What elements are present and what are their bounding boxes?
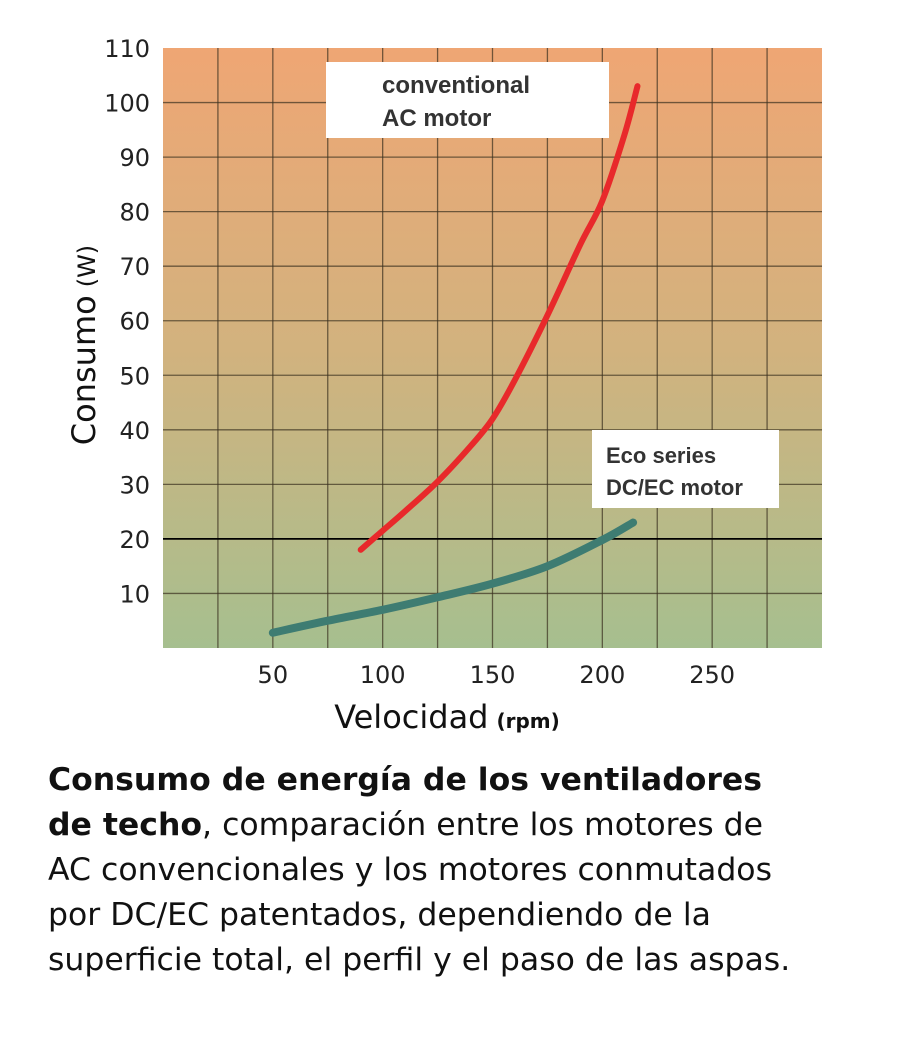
series-line-ac-motor: [357, 83, 641, 553]
caption-title-2: de techo: [48, 807, 203, 843]
y-axis-unit: (W): [73, 245, 101, 287]
y-axis-title: Consumo: [65, 295, 103, 445]
y-tick-label: 70: [119, 253, 150, 281]
y-tick-label: 30: [119, 471, 150, 499]
x-tick-label: 150: [470, 661, 516, 689]
legend-label-ac: conventional AC motor: [326, 62, 609, 138]
caption-text-5: superficie total, el perfil y el paso de…: [48, 942, 791, 978]
x-tick-label: 200: [579, 661, 625, 689]
x-tick-label: 250: [689, 661, 735, 689]
legend-ac-line2: AC motor: [382, 105, 491, 132]
caption-text-2: , comparación entre los motores de: [202, 807, 764, 843]
y-tick-label: 50: [119, 362, 150, 390]
y-tick-label: 40: [119, 417, 150, 445]
x-axis-unit: (rpm): [496, 709, 559, 733]
grid: [163, 48, 822, 648]
caption: Consumo de energía de los ventiladores d…: [48, 758, 790, 983]
caption-text-4: por DC/EC patentados, dependiendo de la: [48, 897, 711, 933]
y-tick-label: 10: [119, 580, 150, 608]
series-lines: [268, 83, 641, 637]
legend-label-dc: Eco series DC/EC motor: [592, 430, 779, 508]
x-tick-label: 50: [258, 661, 289, 689]
x-axis: 50 100 150 200 250: [258, 661, 736, 689]
x-axis-title: Velocidad: [334, 698, 488, 736]
x-tick-label: 100: [360, 661, 406, 689]
legend-dc-line2: DC/EC motor: [606, 475, 743, 500]
caption-text-3: AC convencionales y los motores conmutad…: [48, 852, 772, 888]
caption-title-1: Consumo de energía de los ventiladores: [48, 762, 763, 798]
y-axis-label: Consumo (W): [65, 245, 103, 445]
y-tick-label: 100: [104, 90, 150, 118]
y-tick-label: 90: [119, 144, 150, 172]
legend-dc-line1: Eco series: [606, 443, 716, 468]
y-tick-label: 110: [104, 35, 150, 63]
legend-ac-line1: conventional: [382, 72, 530, 99]
y-axis: 10 20 30 40 50 60 70 80 90 100 110: [104, 35, 150, 608]
y-tick-label: 20: [119, 526, 150, 554]
y-tick-label: 80: [119, 199, 150, 227]
y-tick-label: 60: [119, 308, 150, 336]
x-axis-label: Velocidad (rpm): [334, 698, 560, 736]
series-line-dc-ec-motor: [268, 518, 638, 637]
